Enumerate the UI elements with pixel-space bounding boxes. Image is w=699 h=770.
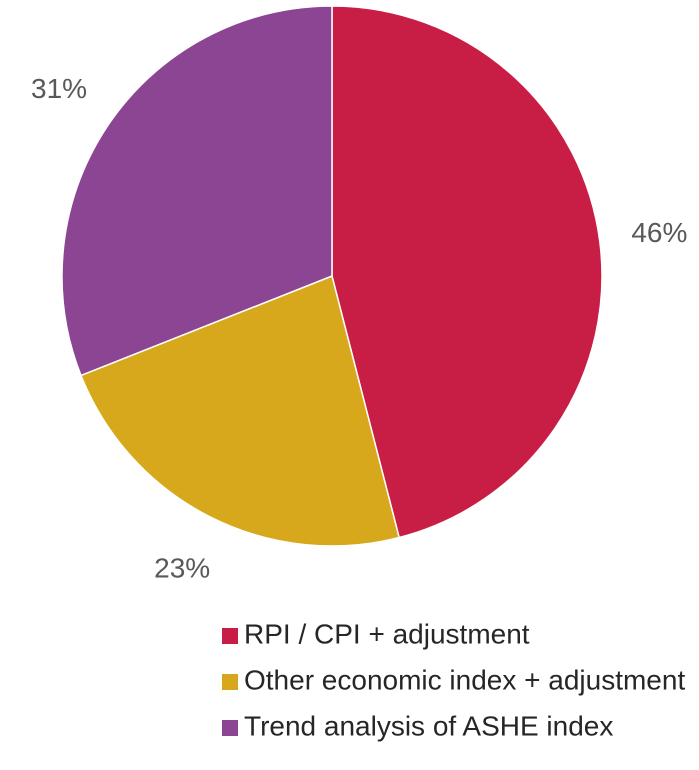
legend-swatch xyxy=(222,628,238,644)
pie-slice xyxy=(79,274,401,547)
pie-slice xyxy=(331,5,603,539)
legend-swatch xyxy=(222,720,238,736)
legend-swatch xyxy=(222,674,238,690)
legend-label: RPI / CPI + adjustment xyxy=(244,618,530,649)
data-label: 31% xyxy=(31,73,87,104)
pie-slice xyxy=(61,5,333,377)
data-label: 23% xyxy=(154,552,210,583)
data-label: 46% xyxy=(631,217,687,248)
legend-label: Other economic index + adjustment xyxy=(244,664,685,695)
legend-label: Trend analysis of ASHE index xyxy=(244,710,613,741)
